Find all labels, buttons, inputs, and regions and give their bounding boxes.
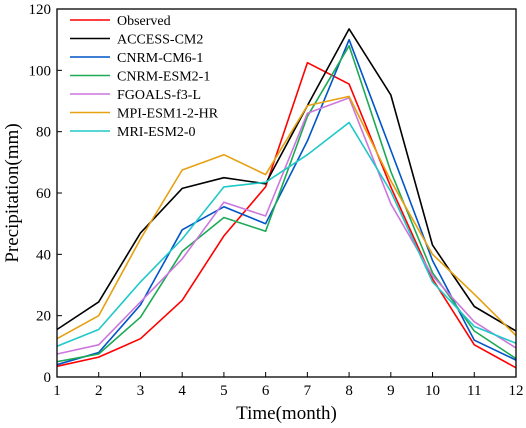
- x-tick-label: 8: [345, 383, 353, 399]
- x-tick-label: 3: [137, 383, 145, 399]
- x-tick-label: 6: [262, 383, 270, 399]
- legend-label-mpi-esm1-2-hr: MPI-ESM1-2-HR: [117, 107, 219, 122]
- series-line-cnrm-cm6-1: [56, 38, 517, 366]
- y-tick-label: 120: [29, 2, 52, 18]
- legend-label-cnrm-cm6-1: CNRM-CM6-1: [117, 51, 203, 66]
- y-axis-title: Precipitation(mm): [2, 123, 23, 262]
- x-tick-label: 5: [220, 383, 228, 399]
- x-tick-label: 10: [425, 383, 440, 399]
- legend-label-fgoals-f3-l: FGOALS-f3-L: [117, 88, 201, 103]
- legend-label-mri-esm2-0: MRI-ESM2-0: [117, 125, 196, 140]
- y-tick-label: 0: [44, 370, 52, 386]
- legend-label-access-cm2: ACCESS-CM2: [117, 33, 203, 48]
- x-tick-label: 1: [53, 383, 61, 399]
- y-tick-label: 100: [29, 63, 52, 79]
- legend: Observed ACCESS-CM2 CNRM-CM6-1 CNRM-ESM2-1 F…: [70, 14, 219, 140]
- x-tick-label: 11: [467, 383, 481, 399]
- x-tick-label: 4: [178, 383, 186, 399]
- series-line-mpi-esm1-2-hr: [56, 95, 517, 340]
- x-axis-title: Time(month): [236, 403, 337, 424]
- y-tick-label: 40: [36, 247, 51, 263]
- series-line-access-cm2: [56, 28, 517, 332]
- x-tick-label: 7: [304, 383, 312, 399]
- series-layer: [56, 28, 517, 369]
- y-tick-label: 20: [36, 309, 51, 325]
- legend-label-cnrm-esm2-1: CNRM-ESM2-1: [117, 70, 210, 85]
- y-tick-label: 80: [36, 125, 51, 141]
- x-tick-label: 12: [509, 383, 524, 399]
- x-tick-label: 9: [387, 383, 395, 399]
- series-line-mri-esm2-0: [56, 121, 517, 348]
- series-line-fgoals-f3-l: [56, 97, 517, 355]
- y-tick-label: 60: [36, 186, 51, 202]
- legend-label-observed: Observed: [117, 14, 171, 29]
- x-tick-label: 2: [95, 383, 103, 399]
